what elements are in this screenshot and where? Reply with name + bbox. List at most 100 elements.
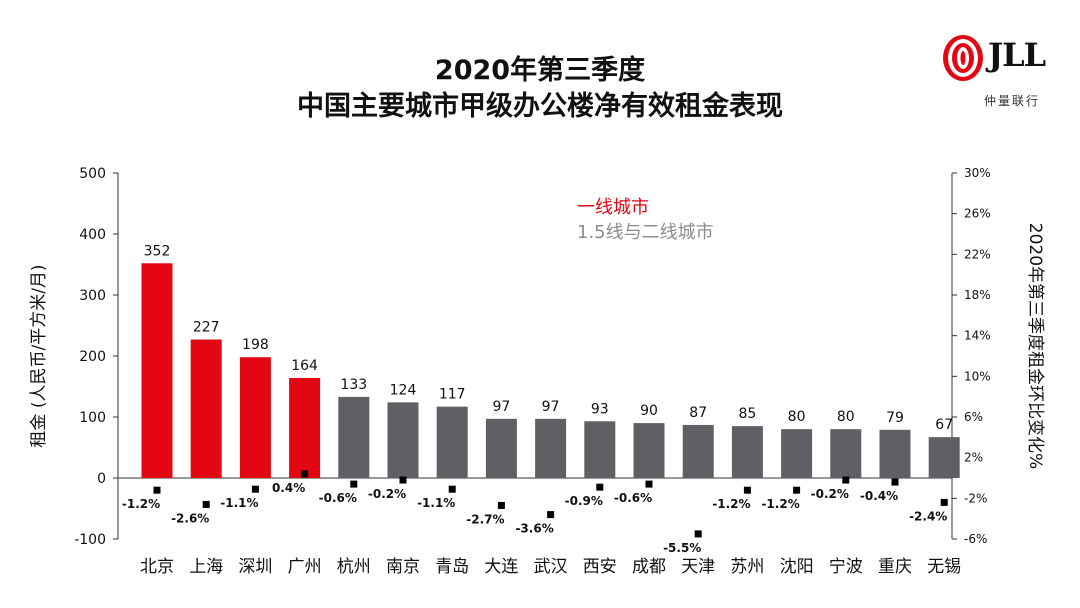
y2-tick-label: 2% [964,451,983,465]
category-label: 北京 [140,557,174,577]
bar-武汉 [535,418,567,478]
category-label: 天津 [681,557,715,577]
qoq-change-marker [891,478,899,486]
y2-tick-label: 18% [964,288,991,302]
chart-title-line2: 中国主要城市甲级办公楼净有效租金表现 [297,91,783,122]
y-tick-label: -100 [74,532,106,548]
category-label: 上海 [189,557,223,577]
category-label: 广州 [288,557,322,577]
bar-北京 [141,263,173,478]
qoq-change-marker [202,500,210,508]
y2-tick-label: 6% [964,410,983,424]
bar-广州 [289,377,321,478]
category-label: 青岛 [435,557,469,577]
y-tick-label: 0 [97,471,106,487]
category-label: 杭州 [337,557,371,577]
bar-南京 [387,402,419,478]
qoq-change-label: -1.2% [712,497,750,511]
bar-西安 [584,421,616,478]
category-label: 无锡 [927,557,961,577]
qoq-change-label: 0.4% [272,481,305,495]
qoq-change-marker [448,485,456,493]
category-label: 南京 [386,557,420,577]
y2-tick-label: 10% [964,369,991,383]
qoq-change-marker [399,476,407,484]
y-tick-label: 200 [79,349,106,365]
qoq-change-marker [251,485,259,493]
y2-tick-label: 26% [964,207,991,221]
y-tick-label: 100 [79,410,106,426]
bar-深圳 [239,357,271,478]
qoq-change-marker [153,486,161,494]
qoq-change-marker [301,470,309,478]
qoq-change-label: -1.1% [220,496,258,510]
qoq-change-label: -1.1% [417,496,455,510]
qoq-change-label: -2.4% [909,509,947,523]
bar-value-label: 79 [886,410,904,426]
qoq-change-label: -0.2% [368,487,406,501]
qoq-change-marker [940,498,948,506]
bar-天津 [682,424,714,478]
bar-value-label: 97 [492,399,510,415]
qoq-change-marker [694,530,702,538]
bar-value-label: 198 [242,337,269,353]
category-label: 深圳 [238,557,272,577]
category-label: 西安 [583,557,617,577]
y2-tick-label: 30% [964,166,991,180]
bar-青岛 [436,406,468,478]
qoq-change-label: -0.4% [860,489,898,503]
y-axis-title: 租金 (人民币/平方米/月) [29,264,49,447]
y2-tick-label: 14% [964,329,991,343]
qoq-change-marker [645,480,653,488]
bar-value-label: 227 [193,320,220,336]
bar-value-label: 80 [788,409,806,425]
qoq-change-marker [793,486,801,494]
bar-苏州 [731,426,763,478]
bar-杭州 [338,396,370,478]
qoq-change-label: -0.2% [811,487,849,501]
legend-tier1: 一线城市 [577,197,649,218]
bar-value-label: 87 [689,405,707,421]
category-label: 沈阳 [780,557,814,577]
y2-tick-label: -6% [964,532,987,546]
legend-tier2: 1.5线与二线城市 [577,222,714,243]
bar-value-label: 93 [591,401,609,417]
qoq-change-marker [547,511,555,519]
bar-value-label: 85 [738,406,756,422]
bar-重庆 [879,429,911,478]
y2-tick-label: 22% [964,247,991,261]
jll-logo-text: JLL [988,36,1046,74]
bar-宁波 [830,429,862,478]
qoq-change-label: -2.7% [466,512,504,526]
bar-value-label: 90 [640,403,658,419]
qoq-change-marker [743,486,751,494]
bar-value-label: 80 [837,409,855,425]
category-label: 成都 [632,557,666,577]
bar-沈阳 [781,429,813,478]
qoq-change-marker [350,480,358,488]
category-label: 大连 [484,557,518,577]
qoq-change-label: -0.9% [565,494,603,508]
qoq-change-label: -2.6% [171,511,209,525]
y2-tick-label: -2% [964,491,987,505]
qoq-change-label: -0.6% [614,491,652,505]
bar-大连 [485,418,517,478]
category-label: 武汉 [534,557,568,577]
bar-value-label: 124 [390,382,417,398]
y2-axis-title: 2020年第三季度租金环比变化% [1025,223,1045,469]
jll-ring-icon [943,35,983,81]
qoq-change-label: -1.2% [761,497,799,511]
category-label: 重庆 [878,557,912,577]
bar-value-label: 352 [144,243,171,259]
qoq-change-label: -3.6% [515,522,553,536]
qoq-change-marker [497,501,505,509]
bar-value-label: 164 [291,358,318,374]
chart-title-line1: 2020年第三季度 [434,55,646,86]
jll-logo: JLL 仲量联行 [940,32,1060,112]
y-tick-label: 300 [79,288,106,304]
qoq-change-marker [596,483,604,491]
bar-value-label: 133 [340,377,367,393]
bar-value-label: 97 [542,399,560,415]
